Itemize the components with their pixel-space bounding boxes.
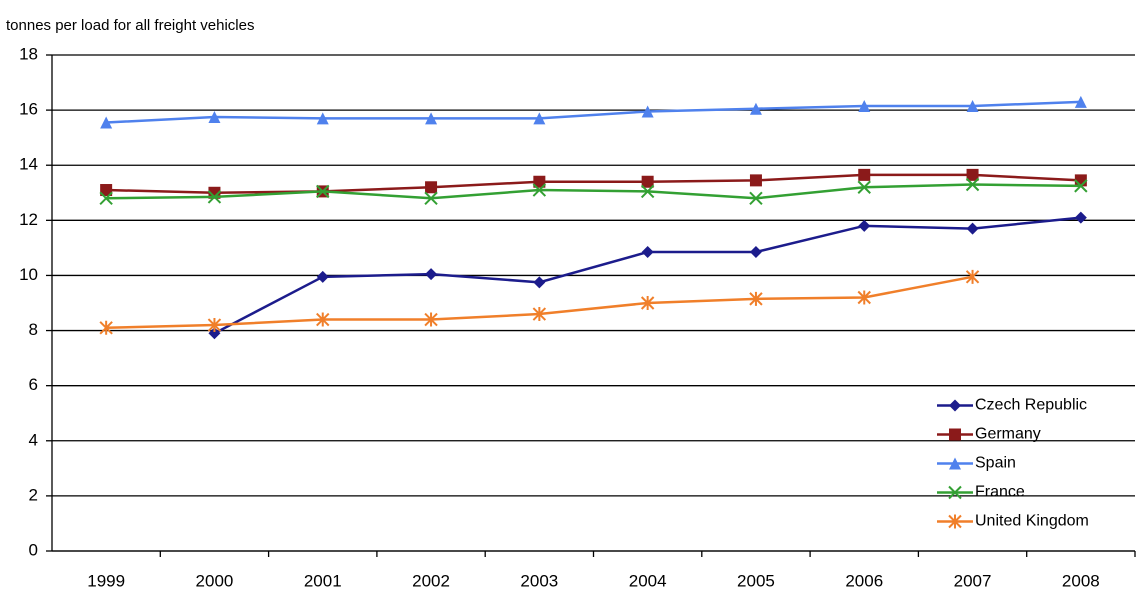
marker xyxy=(100,116,113,129)
y-tick-label: 12 xyxy=(19,210,38,229)
marker xyxy=(316,184,330,199)
marker xyxy=(949,457,961,470)
marker xyxy=(949,428,961,441)
legend-label: Germany xyxy=(975,426,1041,443)
y-tick-label: 10 xyxy=(19,265,38,284)
marker xyxy=(533,175,546,188)
marker xyxy=(948,514,962,529)
marker xyxy=(857,180,871,194)
y-axis-label: tonnes per load for all freight vehicles xyxy=(6,17,254,34)
x-tick-label: 2002 xyxy=(412,571,450,590)
marker xyxy=(857,290,871,305)
x-tick-label: 1999 xyxy=(87,571,125,590)
marker xyxy=(858,219,871,232)
marker xyxy=(948,485,962,500)
marker xyxy=(965,269,980,284)
marker xyxy=(640,184,655,199)
marker xyxy=(749,291,763,306)
marker xyxy=(424,312,438,327)
y-tick-label: 4 xyxy=(29,430,38,449)
y-tick-label: 14 xyxy=(19,155,38,174)
x-tick-label: 2003 xyxy=(520,571,558,590)
marker xyxy=(966,222,979,235)
marker xyxy=(533,112,546,125)
y-tick-label: 2 xyxy=(29,485,38,504)
marker xyxy=(749,102,762,115)
series-line xyxy=(106,173,1081,195)
marker xyxy=(100,184,113,197)
y-tick-label: 8 xyxy=(29,320,38,339)
marker xyxy=(749,191,763,205)
marker xyxy=(316,312,330,327)
marker xyxy=(425,181,438,194)
x-tick-label: 2008 xyxy=(1062,571,1100,590)
marker xyxy=(749,246,762,259)
x-tick-label: 2004 xyxy=(629,571,667,590)
marker xyxy=(207,318,222,333)
marker xyxy=(965,177,980,192)
series-line xyxy=(106,100,1081,124)
legend-label: Spain xyxy=(975,455,1016,472)
y-tick-label: 18 xyxy=(19,44,38,63)
series-line xyxy=(106,183,1081,200)
legend-label: France xyxy=(975,484,1025,501)
marker xyxy=(316,270,329,283)
marker xyxy=(641,105,654,118)
marker xyxy=(208,111,221,123)
marker xyxy=(208,327,221,340)
y-tick-label: 0 xyxy=(29,540,38,559)
marker xyxy=(425,112,438,125)
marker xyxy=(640,296,655,310)
marker xyxy=(966,168,979,181)
x-tick-label: 2007 xyxy=(954,571,992,590)
marker xyxy=(99,320,113,335)
y-tick-label: 6 xyxy=(29,375,38,394)
marker xyxy=(641,246,654,259)
marker xyxy=(1074,95,1087,108)
marker xyxy=(532,307,547,322)
marker xyxy=(532,183,547,197)
x-tick-label: 2005 xyxy=(737,571,775,590)
marker xyxy=(533,276,546,289)
marker xyxy=(316,112,329,125)
marker xyxy=(207,190,222,204)
marker xyxy=(641,175,654,188)
marker xyxy=(858,168,871,181)
marker xyxy=(1074,211,1087,224)
x-tick-label: 2001 xyxy=(304,571,342,590)
x-tick-label: 2006 xyxy=(845,571,883,590)
marker xyxy=(966,99,979,112)
x-tick-label: 2000 xyxy=(196,571,234,590)
marker xyxy=(749,174,762,187)
marker xyxy=(425,268,438,281)
marker xyxy=(858,99,871,112)
marker xyxy=(1074,179,1088,193)
marker xyxy=(949,399,961,412)
marker xyxy=(99,191,113,205)
y-tick-label: 16 xyxy=(19,100,38,119)
legend-label: Czech Republic xyxy=(975,397,1087,414)
marker xyxy=(424,191,438,205)
legend-label: United Kingdom xyxy=(975,513,1089,530)
